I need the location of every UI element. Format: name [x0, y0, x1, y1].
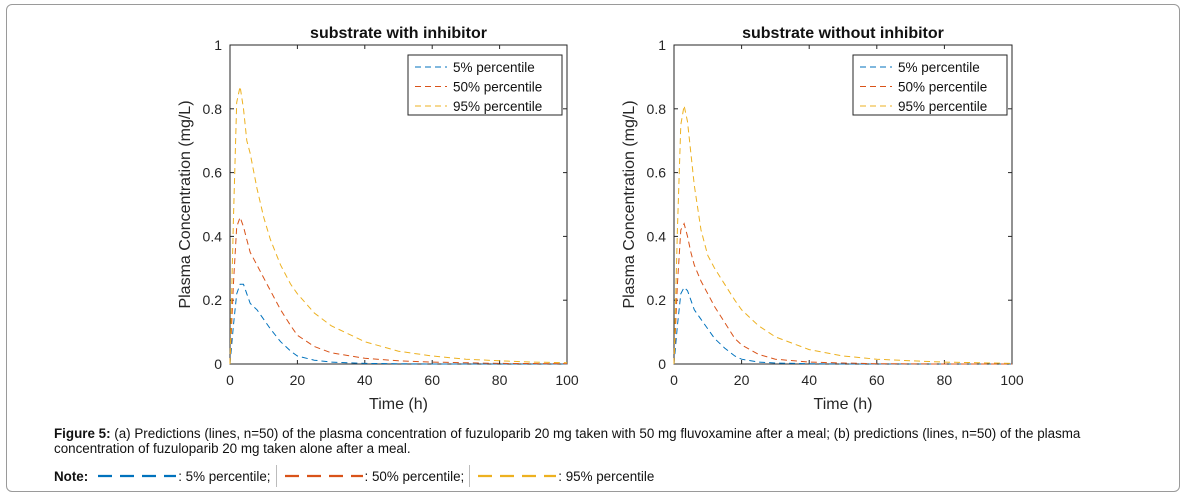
- plot-area: [229, 44, 568, 365]
- x-tick-label: 100: [555, 372, 579, 388]
- y-tick-label: 0.6: [647, 165, 667, 181]
- series-line-3: [229, 86, 568, 365]
- x-axis-label: Time (h): [814, 396, 873, 413]
- x-tick-label: 20: [290, 372, 306, 388]
- legend-box: [852, 54, 1008, 116]
- y-tick-label: 0.6: [203, 165, 223, 181]
- caption-label: Figure 5:: [54, 426, 111, 441]
- series-line-2: [673, 222, 1012, 365]
- y-tick-label: 1: [214, 37, 222, 53]
- y-tick-label: 0: [214, 356, 222, 372]
- y-axis-label: Plasma Concentration (mg/L): [621, 100, 638, 308]
- series-line-1: [673, 286, 1012, 365]
- x-tick-label: 0: [670, 372, 678, 388]
- series-line-1: [229, 283, 567, 365]
- caption-text: (a) Predictions (lines, n=50) of the pla…: [54, 426, 1081, 456]
- y-tick-label: 0.2: [203, 292, 223, 308]
- legend-box: [407, 54, 563, 116]
- chart-title: substrate with inhibitor: [310, 25, 487, 42]
- legend-label: 95% percentile: [898, 99, 987, 114]
- chart-title: substrate without inhibitor: [742, 25, 944, 42]
- note-line-95: [478, 474, 557, 478]
- note-text-50: : 50% percentile;: [364, 468, 465, 484]
- y-tick-label: 0.8: [647, 101, 667, 117]
- x-tick-label: 100: [1000, 372, 1024, 388]
- note-line-5: [98, 474, 177, 478]
- x-tick-label: 40: [357, 372, 373, 388]
- legend-label: 50% percentile: [898, 80, 987, 95]
- y-axis-label: Plasma Concentration (mg/L): [177, 100, 194, 308]
- x-tick-label: 20: [734, 372, 750, 388]
- y-tick-label: 0.4: [647, 228, 667, 244]
- chart-1: 0 20 40 60 80 100 0 0.2 0.4 0.6 0.8 1 substrate with…: [177, 25, 579, 413]
- series-line-3: [673, 105, 1013, 365]
- note-line-50: [284, 474, 363, 478]
- legend-label: 5% percentile: [898, 60, 980, 75]
- y-tick-label: 0: [658, 356, 666, 372]
- x-tick-label: 40: [801, 372, 817, 388]
- series-line-2: [229, 215, 568, 365]
- legend: 5% percentile 50% percentile 95% percentil…: [852, 54, 1008, 116]
- x-axis-label: Time (h): [369, 396, 428, 413]
- y-tick-label: 1: [658, 37, 666, 53]
- x-tick-label: 80: [492, 372, 508, 388]
- y-tick-label: 0.2: [647, 292, 667, 308]
- x-tick-label: 0: [226, 372, 234, 388]
- chart-2: 0 20 40 60 80 100 0 0.2 0.4 0.6 0.8 1 substrate with…: [621, 25, 1024, 413]
- note-divider: [275, 465, 277, 487]
- y-tick-label: 0.4: [203, 228, 223, 244]
- y-tick-label: 0.8: [203, 101, 223, 117]
- x-tick-label: 60: [424, 372, 440, 388]
- note-text-5: : 5% percentile;: [178, 468, 271, 484]
- note-text-95: : 95% percentile: [558, 468, 655, 484]
- note-label: Note:: [54, 468, 89, 484]
- legend: 5% percentile 50% percentile 95% percentil…: [407, 54, 563, 116]
- figure-caption: Figure 5: (a) Predictions (lines, n=50) …: [54, 426, 1164, 456]
- note-legend: Note: : 5% percentile; : 50% percentile;…: [54, 465, 655, 487]
- legend-label: 5% percentile: [453, 60, 535, 75]
- legend-label: 50% percentile: [453, 80, 542, 95]
- x-tick-label: 80: [937, 372, 953, 388]
- legend-label: 95% percentile: [453, 99, 542, 114]
- x-tick-label: 60: [869, 372, 885, 388]
- note-divider: [469, 465, 471, 487]
